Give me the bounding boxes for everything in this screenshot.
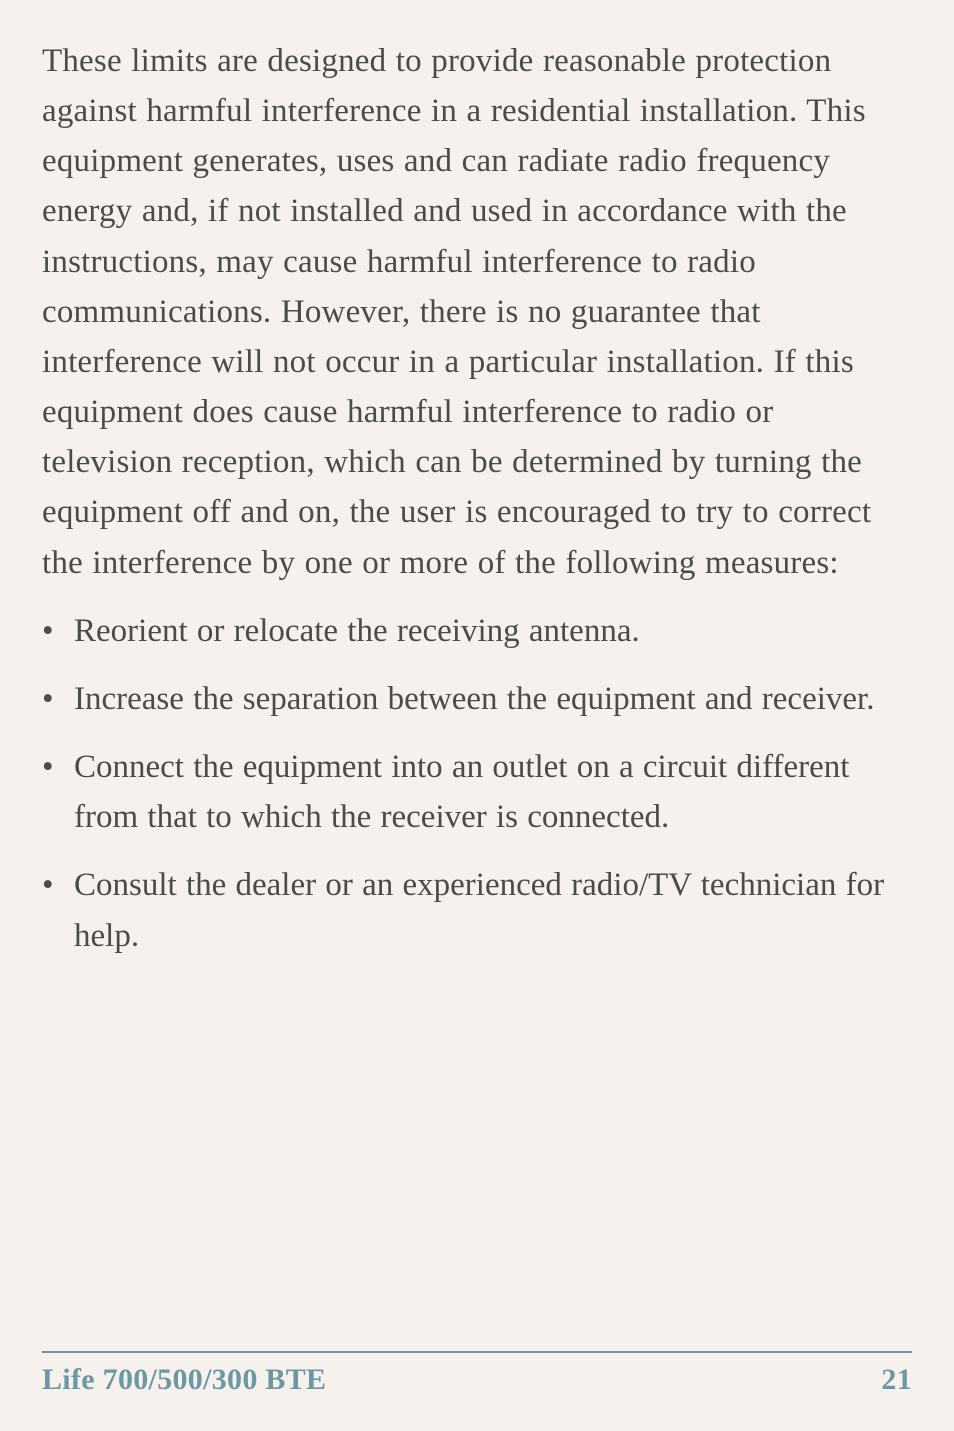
list-item-text: Reorient or relocate the receiving anten… (74, 613, 640, 649)
list-item-text: Connect the equipment into an outlet on … (74, 749, 849, 835)
body-paragraph: These limits are designed to provide rea… (42, 36, 912, 588)
footer-page-number: 21 (881, 1363, 912, 1397)
bullet-icon: • (42, 860, 54, 910)
list-item: • Reorient or relocate the receiving ant… (42, 606, 912, 656)
footer-divider (42, 1351, 912, 1353)
bullet-icon: • (42, 742, 54, 792)
bullet-list: • Reorient or relocate the receiving ant… (42, 606, 912, 961)
footer-title: Life 700/500/300 BTE (42, 1363, 326, 1397)
bullet-icon: • (42, 674, 54, 724)
list-item: • Increase the separation between the eq… (42, 674, 912, 724)
page-footer: Life 700/500/300 BTE 21 (42, 1351, 912, 1397)
list-item: • Consult the dealer or an experienced r… (42, 860, 912, 960)
list-item-text: Consult the dealer or an experienced rad… (74, 867, 884, 953)
list-item-text: Increase the separation between the equi… (74, 681, 874, 717)
bullet-icon: • (42, 606, 54, 656)
footer-row: Life 700/500/300 BTE 21 (42, 1363, 912, 1397)
list-item: • Connect the equipment into an outlet o… (42, 742, 912, 842)
